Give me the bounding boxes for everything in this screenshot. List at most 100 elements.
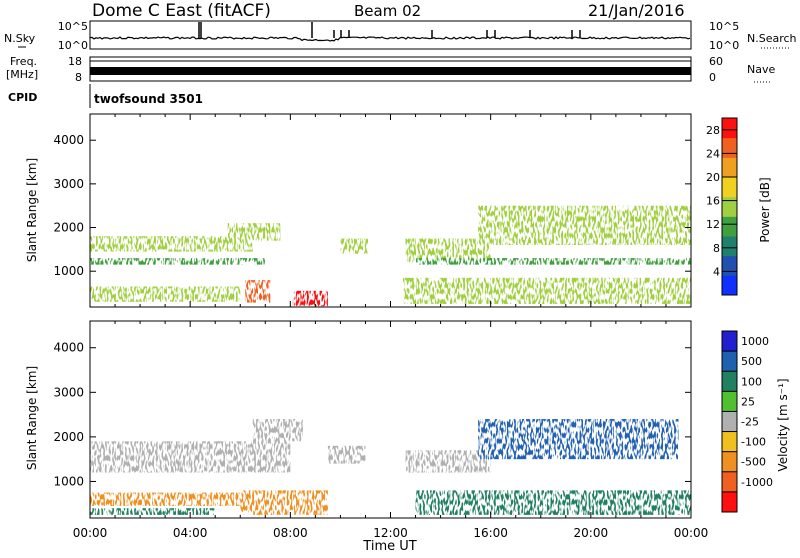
power-colorbar-swatch <box>722 255 737 276</box>
time-tick-label: 16:00 <box>473 526 508 540</box>
velocity-colorbar-swatch <box>722 471 737 493</box>
velocity-colorbar-label: 25 <box>741 395 755 408</box>
time-tick-label: 12:00 <box>373 526 408 540</box>
nsearch-label: N.Search <box>747 32 797 45</box>
velocity-colorbar-label: Velocity [m s⁻¹] <box>776 378 790 471</box>
velocity-ytick-label: 1000 <box>53 474 84 488</box>
velocity-region-6 <box>405 450 491 473</box>
nsearch-top-tick: 10^5 <box>709 20 739 33</box>
power-ytick-label: 4000 <box>53 133 84 147</box>
power-region-3 <box>90 286 241 302</box>
velocity-colorbar-label: -25 <box>741 416 759 429</box>
velocity-colorbar-label: 1000 <box>741 335 769 348</box>
velocity-panel: 1000 2000 3000 4000 Slant Range [km] 1000 50… <box>25 320 790 519</box>
nsky-top-tick: 10^5 <box>58 20 88 33</box>
power-colorbar: 4 8 12 16 20 24 28 <box>706 117 738 296</box>
nsky-bottom-tick: 10^0 <box>58 39 88 52</box>
power-colorbar-swatch <box>722 157 737 178</box>
velocity-colorbar-frame <box>721 330 738 513</box>
velocity-echo-regions <box>90 419 691 515</box>
time-tick-label: 20:00 <box>574 526 609 540</box>
velocity-region-1 <box>252 419 303 442</box>
power-ylabel: Slant Range [km] <box>25 158 39 262</box>
velocity-region-2 <box>90 492 241 506</box>
velocity-ytick-label: 2000 <box>53 430 84 444</box>
velocity-colorbar: 1000 500 100 25 -25 -100 -500 -1000 <box>721 330 773 513</box>
nave-bottom-tick: 0 <box>709 71 716 84</box>
power-region-0 <box>90 236 253 252</box>
velocity-ylabel: Slant Range [km] <box>25 366 39 470</box>
power-region-4 <box>245 279 271 303</box>
velocity-colorbar-swatch <box>722 431 737 453</box>
velocity-region-7 <box>478 419 679 460</box>
freq-label-line2: [MHz] <box>6 68 38 81</box>
power-ytick-label: 1000 <box>53 264 84 278</box>
velocity-colorbar-swatch <box>722 331 737 352</box>
velocity-colorbar-label: -100 <box>741 436 766 449</box>
velocity-colorbar-swatch <box>722 451 737 473</box>
power-panel: 1000 2000 3000 4000 Slant Range [km] 4 8 12 16… <box>25 113 772 308</box>
time-tick-label: 08:00 <box>273 526 308 540</box>
nsky-panel-frame <box>89 20 692 50</box>
power-region-9 <box>415 258 691 265</box>
power-colorbar-swatch <box>722 196 737 217</box>
nsearch-bottom-tick: 10^0 <box>709 39 739 52</box>
beam-title: Beam 02 <box>354 2 421 20</box>
freq-bottom-tick: 8 <box>75 71 82 84</box>
nsky-line <box>89 36 691 42</box>
power-colorbar-label: 8 <box>713 242 720 255</box>
nsky-trace <box>89 22 691 42</box>
power-colorbar-swatch <box>722 216 737 237</box>
velocity-colorbar-label: 500 <box>741 355 762 368</box>
velocity-region-8 <box>415 490 691 515</box>
freq-band <box>90 67 691 75</box>
freq-label-line1: Freq. <box>10 55 37 68</box>
velocity-region-4 <box>90 508 216 515</box>
power-region-10 <box>403 277 691 304</box>
velocity-region-3 <box>240 490 328 515</box>
cpid-label: CPID <box>8 91 37 104</box>
velocity-region-5 <box>327 445 366 464</box>
power-axes: 1000 2000 3000 4000 <box>53 114 692 307</box>
power-ytick-label: 3000 <box>53 177 84 191</box>
velocity-colorbar-swatch <box>722 391 737 412</box>
power-ytick-label: 2000 <box>53 221 84 235</box>
velocity-region-0 <box>90 441 291 473</box>
velocity-ytick-label: 3000 <box>53 385 84 399</box>
power-region-1 <box>227 223 281 241</box>
cpid-value: twofsound 3501 <box>94 92 203 106</box>
power-colorbar-label: 28 <box>706 124 720 137</box>
time-axis-label: Time UT <box>362 539 416 554</box>
power-colorbar-label: Power [dB] <box>758 177 772 242</box>
time-axis: 00:00 04:00 08:00 12:00 16:00 20:00 00:00 <box>73 526 709 540</box>
nave-top-tick: 60 <box>709 55 723 68</box>
velocity-colorbar-swatch <box>722 411 737 433</box>
power-colorbar-swatch <box>722 137 737 158</box>
power-colorbar-swatch <box>722 118 737 139</box>
power-colorbar-frame <box>721 117 738 296</box>
freq-top-tick: 18 <box>68 55 82 68</box>
nave-label: Nave <box>747 63 775 76</box>
time-tick-label: 00:00 <box>73 526 108 540</box>
power-echo-regions <box>90 205 691 307</box>
velocity-colorbar-swatch <box>722 491 737 513</box>
station-title: Dome C East (fitACF) <box>92 1 271 21</box>
time-tick-label: 04:00 <box>173 526 208 540</box>
power-colorbar-swatch <box>722 177 737 198</box>
date-title: 21/Jan/2016 <box>588 1 685 20</box>
power-region-8 <box>478 205 691 245</box>
nsky-label: N.Sky <box>4 32 36 45</box>
power-colorbar-label: 4 <box>713 265 720 278</box>
velocity-colorbar-label: -500 <box>741 456 766 469</box>
power-colorbar-label: 12 <box>706 218 720 231</box>
power-region-5 <box>292 290 328 307</box>
power-colorbar-swatch <box>722 236 737 257</box>
velocity-colorbar-label: -1000 <box>741 476 773 489</box>
velocity-colorbar-swatch <box>722 351 737 372</box>
power-region-2 <box>90 258 266 265</box>
time-tick-label: 00:00 <box>674 526 709 540</box>
velocity-axes: 1000 2000 3000 4000 <box>53 321 692 518</box>
power-colorbar-label: 16 <box>706 195 720 208</box>
